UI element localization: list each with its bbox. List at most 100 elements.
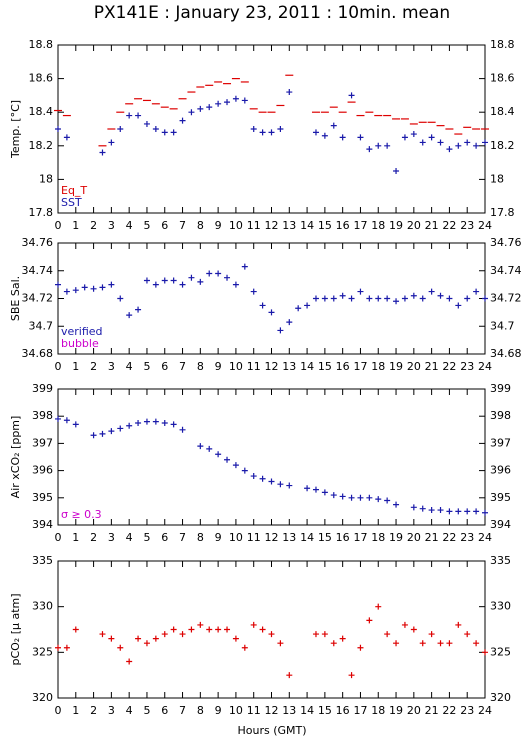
y-tick-label: 18.6 bbox=[490, 72, 515, 85]
x-tick-label: 19 bbox=[389, 219, 403, 232]
data-point bbox=[206, 626, 213, 633]
x-tick-label: 24 bbox=[478, 704, 492, 717]
data-point bbox=[135, 635, 142, 642]
y-tick-label: 18 bbox=[39, 172, 53, 185]
data-point bbox=[375, 496, 382, 503]
data-point bbox=[455, 302, 462, 309]
x-tick-label: 23 bbox=[460, 219, 474, 232]
x-tick-label: 1 bbox=[72, 531, 79, 544]
data-point bbox=[90, 432, 97, 439]
data-point bbox=[375, 603, 382, 610]
x-tick-label: 14 bbox=[300, 360, 314, 373]
x-tick-label: 13 bbox=[282, 531, 296, 544]
data-point bbox=[437, 507, 444, 514]
data-point bbox=[419, 295, 426, 302]
x-tick-label: 0 bbox=[55, 360, 62, 373]
x-tick-label: 20 bbox=[407, 219, 421, 232]
x-tick-label: 7 bbox=[179, 219, 186, 232]
data-point bbox=[126, 422, 133, 429]
x-tick-label: 3 bbox=[108, 360, 115, 373]
data-point bbox=[330, 640, 337, 647]
x-tick-label: 10 bbox=[229, 531, 243, 544]
x-tick-label: 11 bbox=[247, 219, 261, 232]
data-point bbox=[188, 626, 195, 633]
data-point bbox=[117, 295, 124, 302]
x-tick-label: 15 bbox=[318, 704, 332, 717]
data-point bbox=[348, 494, 355, 501]
x-tick-label: 15 bbox=[318, 219, 332, 232]
data-point bbox=[410, 131, 417, 138]
x-tick-label: 24 bbox=[478, 531, 492, 544]
x-tick-label: 5 bbox=[143, 360, 150, 373]
data-point bbox=[446, 146, 453, 153]
legend-entry: SST bbox=[61, 196, 82, 209]
data-point bbox=[366, 146, 373, 153]
x-tick-label: 19 bbox=[389, 531, 403, 544]
data-point bbox=[428, 288, 435, 295]
data-point bbox=[321, 489, 328, 496]
x-tick-label: 14 bbox=[300, 219, 314, 232]
y-tick-label: 395 bbox=[490, 491, 511, 504]
data-point bbox=[401, 295, 408, 302]
data-point bbox=[259, 475, 266, 482]
data-point bbox=[152, 635, 159, 642]
x-tick-label: 18 bbox=[371, 531, 385, 544]
x-tick-label: 18 bbox=[371, 360, 385, 373]
y-tick-label: 398 bbox=[32, 409, 53, 422]
data-point bbox=[366, 617, 373, 624]
x-tick-label: 18 bbox=[371, 704, 385, 717]
data-point bbox=[224, 274, 231, 281]
x-tick-label: 17 bbox=[353, 360, 367, 373]
x-tick-label: 8 bbox=[197, 704, 204, 717]
x-tick-label: 4 bbox=[126, 704, 133, 717]
x-tick-label: 15 bbox=[318, 360, 332, 373]
x-tick-label: 23 bbox=[460, 704, 474, 717]
data-point bbox=[63, 134, 70, 141]
data-point bbox=[464, 508, 471, 515]
x-tick-label: 2 bbox=[90, 360, 97, 373]
data-point bbox=[259, 302, 266, 309]
data-point bbox=[206, 445, 213, 452]
data-point bbox=[55, 644, 61, 651]
data-point bbox=[63, 288, 70, 295]
x-tick-label: 16 bbox=[336, 704, 350, 717]
y-tick-label: 399 bbox=[490, 382, 511, 395]
data-point bbox=[446, 295, 453, 302]
data-point bbox=[55, 126, 61, 132]
x-tick-label: 8 bbox=[197, 219, 204, 232]
data-point bbox=[241, 97, 248, 104]
data-point bbox=[152, 418, 159, 425]
data-point bbox=[108, 281, 115, 288]
data-point bbox=[295, 305, 302, 312]
y-tick-label: 397 bbox=[490, 436, 511, 449]
x-tick-label: 4 bbox=[126, 360, 133, 373]
data-point bbox=[277, 481, 284, 488]
x-tick-label: 14 bbox=[300, 704, 314, 717]
data-point bbox=[384, 631, 391, 638]
x-tick-label: 16 bbox=[336, 531, 350, 544]
data-point bbox=[410, 626, 417, 633]
x-tick-label: 4 bbox=[126, 219, 133, 232]
data-point bbox=[393, 298, 400, 305]
data-point bbox=[188, 274, 195, 281]
legend-entry: Eq_T bbox=[61, 184, 87, 197]
data-point bbox=[428, 134, 435, 141]
data-point bbox=[250, 126, 257, 132]
data-point bbox=[250, 473, 257, 480]
data-point bbox=[428, 507, 435, 514]
data-point bbox=[482, 509, 488, 516]
x-tick-label: 1 bbox=[72, 704, 79, 717]
data-point bbox=[215, 270, 222, 277]
data-point bbox=[152, 281, 159, 288]
data-point bbox=[224, 99, 231, 106]
data-point bbox=[455, 621, 462, 628]
data-point bbox=[401, 134, 408, 141]
data-point bbox=[232, 281, 239, 288]
y-tick-label: 399 bbox=[32, 382, 53, 395]
data-point bbox=[126, 112, 133, 119]
y-tick-label: 330 bbox=[32, 600, 53, 613]
data-point bbox=[339, 134, 346, 141]
x-tick-label: 22 bbox=[442, 531, 456, 544]
data-point bbox=[215, 451, 222, 458]
